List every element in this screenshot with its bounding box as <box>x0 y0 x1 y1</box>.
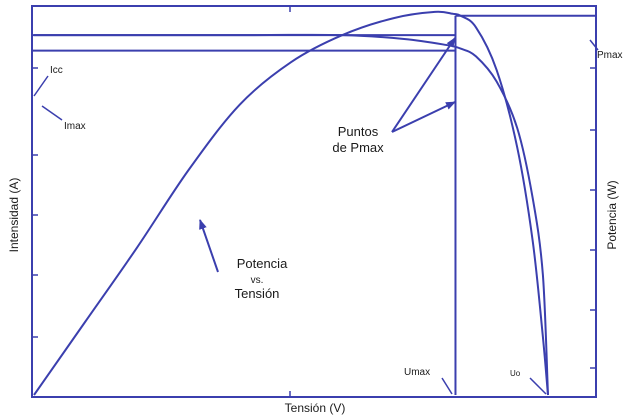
potencia-arrow <box>199 219 219 273</box>
icc-pointer <box>33 75 49 97</box>
left-axis-ticks <box>32 67 38 338</box>
label-potencia-line2: vs. <box>251 275 264 286</box>
label-uo: Uo <box>510 369 521 378</box>
x-axis-title: Tensión (V) <box>285 401 346 415</box>
label-pmax: Pmax <box>597 50 623 61</box>
imax-pointer <box>41 105 63 121</box>
right-axis-ticks <box>590 67 596 369</box>
y-axis-title-right: Potencia (W) <box>605 180 619 249</box>
current-curve <box>34 33 549 396</box>
label-puntos-line1: Puntos <box>338 124 379 139</box>
umax-pointer <box>441 377 453 395</box>
label-umax: Umax <box>404 367 430 378</box>
puntos-arrow-upper <box>391 37 456 133</box>
puntos-arrow-lower <box>391 101 456 133</box>
label-imax: Imax <box>64 121 86 132</box>
label-icc: Icc <box>50 65 63 76</box>
y-axis-title-left: Intensidad (A) <box>7 178 21 253</box>
plot-frame <box>31 5 597 398</box>
power-curve <box>33 10 549 396</box>
pmax-pointer <box>589 39 599 51</box>
label-puntos-line2: de Pmax <box>332 140 384 155</box>
uo-pointer <box>529 377 547 395</box>
label-potencia-line3: Tensión <box>235 286 280 301</box>
label-potencia-line1: Potencia <box>237 256 288 271</box>
